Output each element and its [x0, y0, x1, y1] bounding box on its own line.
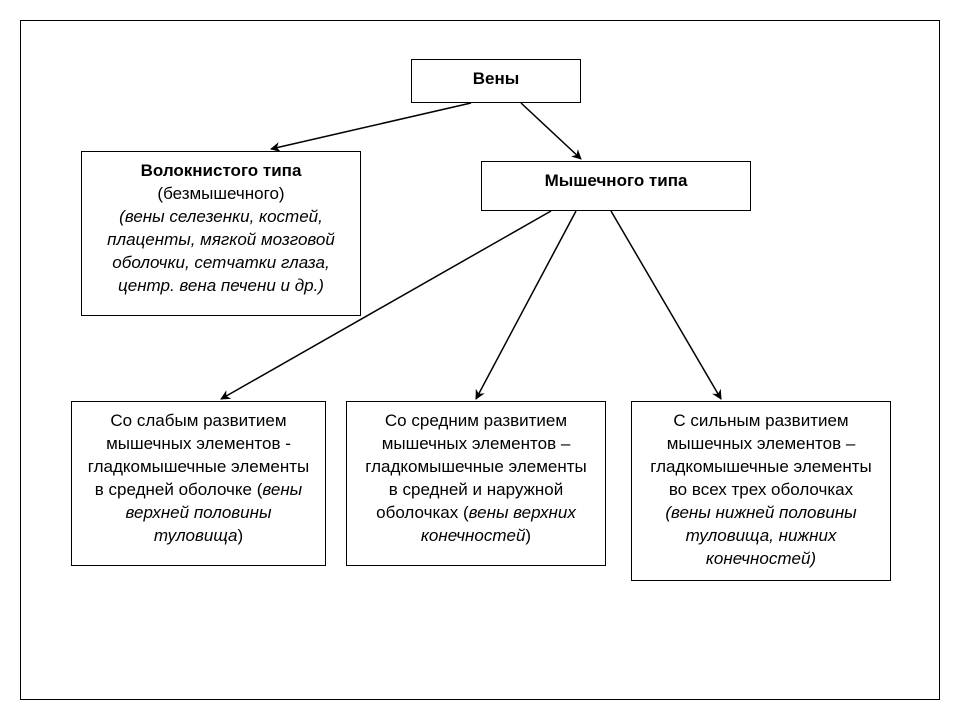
strong-italic: (вены нижней половины туловища, нижних к…	[665, 503, 856, 568]
muscular-title: Мышечного типа	[545, 171, 688, 190]
fibrous-examples: (вены селезенки, костей, плаценты, мягко…	[94, 206, 348, 298]
fibrous-title: Волокнистого типа	[94, 160, 348, 183]
medium-after: )	[525, 526, 531, 545]
fibrous-subtitle: (безмышечного)	[94, 183, 348, 206]
strong-text: С сильным развитием мышечных элементов –…	[650, 411, 872, 499]
node-weak: Со слабым развитием мышечных элементов -…	[71, 401, 326, 566]
weak-after: )	[237, 526, 243, 545]
diagram-frame: Вены Волокнистого типа (безмышечного) (в…	[20, 20, 940, 700]
node-fibrous: Волокнистого типа (безмышечного) (вены с…	[81, 151, 361, 316]
arrows-layer	[21, 21, 939, 699]
root-title: Вены	[473, 69, 520, 88]
node-medium: Со средним развитием мышечных элементов …	[346, 401, 606, 566]
node-root: Вены	[411, 59, 581, 103]
node-muscular: Мышечного типа	[481, 161, 751, 211]
node-strong: С сильным развитием мышечных элементов –…	[631, 401, 891, 581]
